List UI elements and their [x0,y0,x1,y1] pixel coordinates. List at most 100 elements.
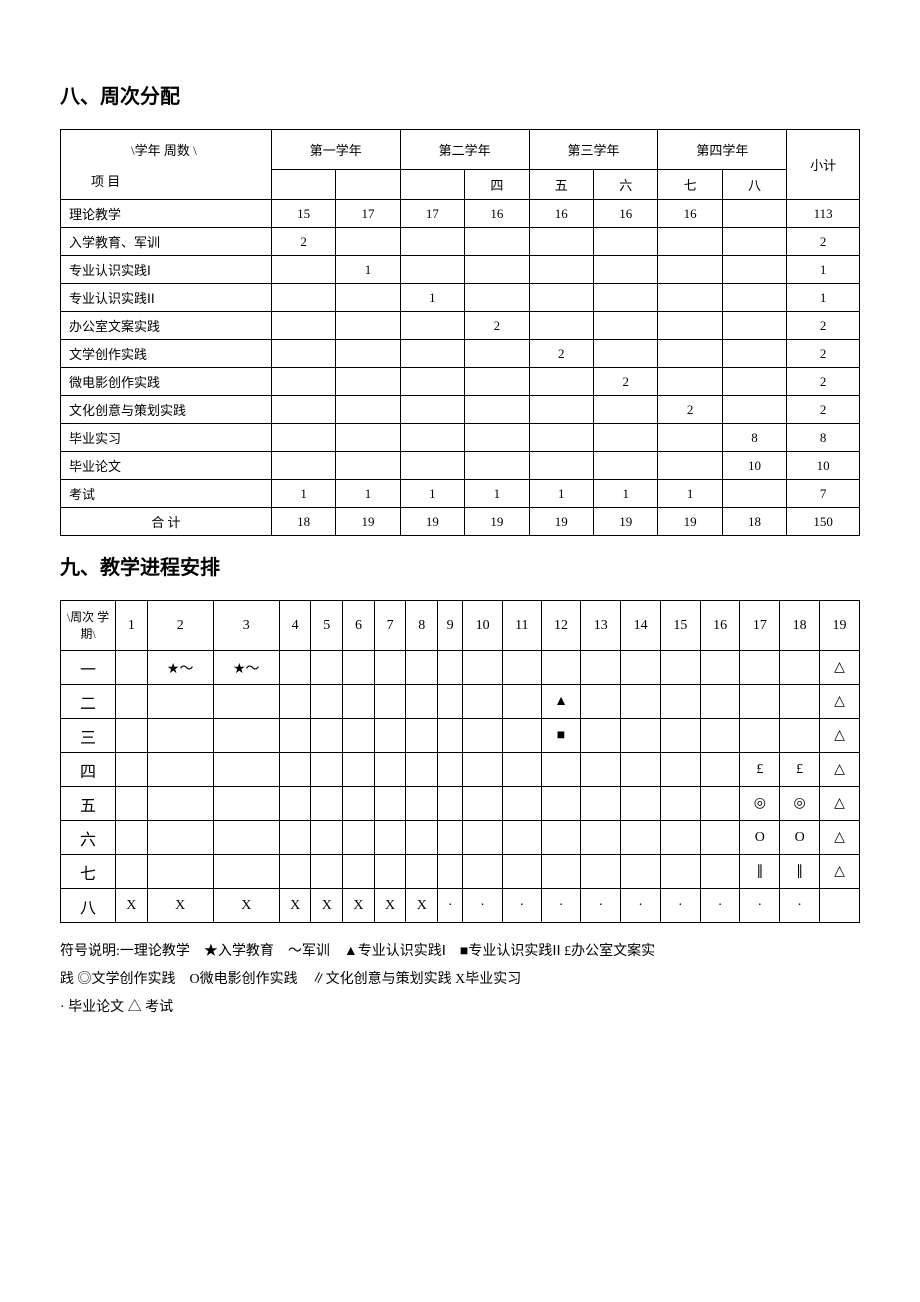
row-label: 文化创意与策划实践 [61,396,272,424]
schedule-cell [502,821,541,855]
week-header: 13 [581,601,621,651]
data-cell [529,256,593,284]
subtotal-header: 小计 [787,130,860,200]
year-header: 第一学年 [271,130,400,170]
week-header: 6 [343,601,375,651]
semester-label: 一 [61,651,116,685]
sem-label [336,170,400,200]
data-cell: 1 [400,284,464,312]
schedule-cell: ★〜 [147,651,213,685]
schedule-cell: △ [820,685,860,719]
row-label: 微电影创作实践 [61,368,272,396]
schedule-cell [406,719,438,753]
data-cell [465,424,529,452]
schedule-cell [374,685,406,719]
schedule-cell [463,821,503,855]
data-cell [722,228,786,256]
schedule-cell [374,651,406,685]
schedule-cell [116,855,148,889]
data-cell: 1 [336,480,400,508]
schedule-cell [406,787,438,821]
data-cell [336,424,400,452]
data-cell [271,452,335,480]
data-cell: 15 [271,200,335,228]
row-label: 办公室文案实践 [61,312,272,340]
schedule-cell [279,787,311,821]
data-cell [400,256,464,284]
table2-corner: \周次 学期\ [61,601,116,651]
schedule-cell: · [780,889,820,923]
data-cell: 19 [465,508,529,536]
data-cell [336,228,400,256]
schedule-cell [406,753,438,787]
semester-label: 五 [61,787,116,821]
data-cell [271,312,335,340]
schedule-cell: · [438,889,463,923]
sum-cell: 2 [787,340,860,368]
schedule-cell [279,685,311,719]
data-cell [400,424,464,452]
schedule-cell [700,719,740,753]
schedule-cell [581,719,621,753]
schedule-cell [279,651,311,685]
schedule-cell [311,855,343,889]
schedule-cell [502,787,541,821]
schedule-cell [660,685,700,719]
schedule-cell [213,855,279,889]
schedule-cell [311,821,343,855]
sum-cell: 2 [787,228,860,256]
schedule-cell: ■ [541,719,581,753]
schedule-cell [740,719,780,753]
sum-cell: 150 [787,508,860,536]
schedule-cell: · [541,889,581,923]
data-cell [593,424,657,452]
semester-label: 三 [61,719,116,753]
schedule-cell [116,651,148,685]
schedule-cell: X [147,889,213,923]
schedule-cell [621,685,661,719]
schedule-cell [438,651,463,685]
schedule-cell [660,821,700,855]
semester-label: 七 [61,855,116,889]
data-cell: 1 [465,480,529,508]
sem-label: 五 [529,170,593,200]
data-cell: 19 [593,508,657,536]
schedule-cell: ◎ [780,787,820,821]
schedule-cell [147,719,213,753]
schedule-cell [621,821,661,855]
data-cell [465,256,529,284]
data-cell: 19 [658,508,722,536]
sum-cell: 2 [787,312,860,340]
schedule-cell: · [502,889,541,923]
schedule-cell [147,855,213,889]
schedule-cell [343,685,375,719]
schedule-cell [541,787,581,821]
schedule-cell [660,787,700,821]
data-cell [593,396,657,424]
schedule-cell: X [213,889,279,923]
data-cell [465,284,529,312]
schedule-cell [343,821,375,855]
schedule-cell [660,719,700,753]
schedule-cell [463,753,503,787]
schedule-cell [740,685,780,719]
table2-head: \周次 学期\12345678910111213141516171819 [61,601,860,651]
schedule-cell [581,651,621,685]
week-header: 15 [660,601,700,651]
schedule-cell: ◎ [740,787,780,821]
schedule-cell [343,719,375,753]
data-cell [722,396,786,424]
schedule-cell [279,855,311,889]
data-cell: 2 [465,312,529,340]
schedule-cell [147,753,213,787]
schedule-cell: Ο [740,821,780,855]
week-header: 10 [463,601,503,651]
data-cell [658,424,722,452]
data-cell: 16 [593,200,657,228]
row-label: 入学教育、军训 [61,228,272,256]
data-cell: 16 [658,200,722,228]
schedule-cell [780,685,820,719]
schedule-cell [438,719,463,753]
data-cell [658,256,722,284]
week-header: 3 [213,601,279,651]
